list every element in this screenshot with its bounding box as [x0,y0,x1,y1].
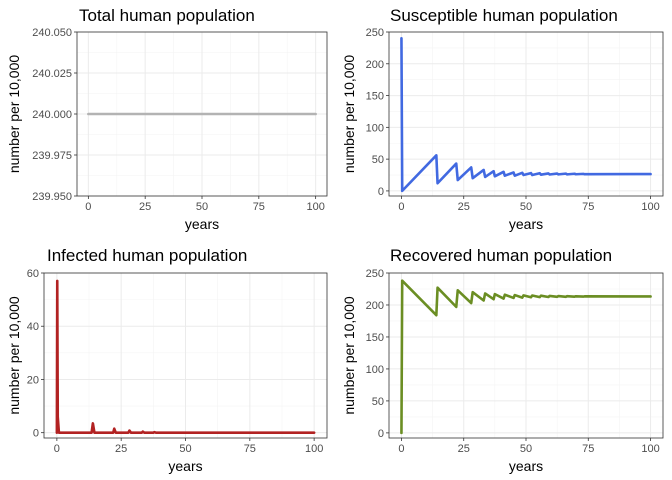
y-tick-label: 0 [378,428,384,440]
y-tick-label: 50 [372,396,384,408]
panel-2: 0 25 50 75 100 0 50 100 150 200 250 Susceptible hum… [341,6,664,232]
y-tick-label: 250 [366,27,384,39]
y-tick-label: 239.975 [32,150,72,162]
y-tick-label: 0 [33,428,39,440]
y-tick-label: 200 [366,300,384,312]
x-tick-label: 100 [641,443,659,455]
x-tick-label: 50 [520,201,532,213]
y-tick-label: 150 [366,332,384,344]
chart-title: Susceptible human population [390,6,618,25]
y-axis-label: number per 10,000 [6,55,22,174]
y-tick-label: 50 [372,154,384,166]
y-tick-label: 240.050 [32,27,72,39]
x-tick-label: 50 [179,443,191,455]
panel-4: 0 25 50 75 100 0 50 100 150 200 250 Recovered human… [341,246,664,474]
x-tick-label: 75 [582,201,594,213]
y-tick-label: 60 [27,268,39,280]
series-line-1 [55,279,316,434]
y-tick-label: 100 [366,364,384,376]
y-axis-label: number per 10,000 [341,55,357,174]
y-tick-label: 240.025 [32,68,72,80]
y-tick-label: 20 [27,374,39,386]
chart-title: Recovered human population [390,246,612,265]
x-tick-label: 75 [244,443,256,455]
x-tick-label: 0 [54,443,60,455]
x-axis-label: years [509,458,543,474]
x-tick-label: 50 [520,443,532,455]
series-line-1 [400,37,652,193]
x-tick-label: 100 [641,201,659,213]
x-tick-label: 25 [139,201,151,213]
x-tick-label: 25 [115,443,127,455]
x-axis-label: years [185,216,219,232]
x-tick-label: 0 [398,201,404,213]
x-tick-label: 0 [398,443,404,455]
x-tick-label: 0 [85,201,91,213]
y-tick-label: 150 [366,91,384,103]
x-tick-label: 25 [458,201,470,213]
y-tick-label: 250 [366,268,384,280]
series-line-1 [400,279,652,435]
panel-3: 0 25 50 75 100 0 20 40 60 Infected human populati… [6,246,328,474]
y-tick-label: 200 [366,59,384,71]
x-tick-label: 75 [582,443,594,455]
x-tick-label: 50 [196,201,208,213]
x-tick-label: 25 [458,443,470,455]
x-tick-label: 100 [306,201,324,213]
y-tick-label: 40 [27,321,39,333]
panel-1: 0 25 50 75 100 239.950 239.975 240.000 240.025 24… [6,6,328,232]
y-tick-label: 0 [378,186,384,198]
x-tick-label: 75 [253,201,265,213]
x-axis-label: years [509,216,543,232]
y-tick-label: 239.950 [32,191,72,203]
y-axis-label: number per 10,000 [341,296,357,415]
y-tick-label: 240.000 [32,109,72,121]
x-axis-label: years [168,458,202,474]
x-tick-label: 100 [305,443,323,455]
chart-title: Total human population [79,6,255,25]
y-tick-label: 100 [366,122,384,134]
y-axis-label: number per 10,000 [6,296,22,415]
chart-title: Infected human population [47,246,247,265]
